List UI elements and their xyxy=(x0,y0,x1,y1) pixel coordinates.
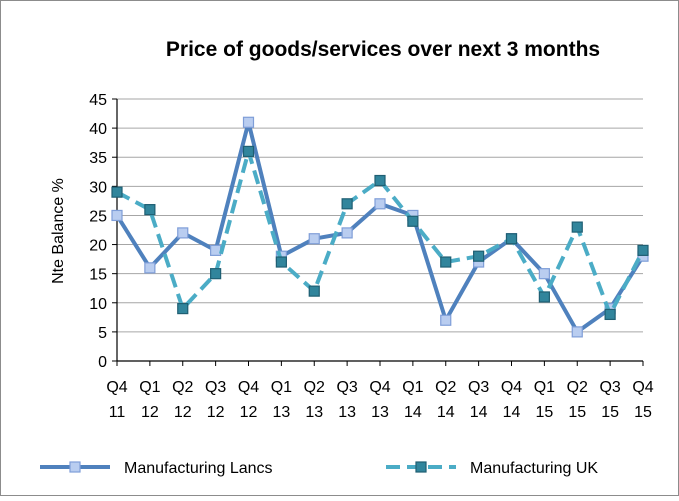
x-tick-label-quarter: Q4 xyxy=(632,379,653,396)
data-point xyxy=(308,285,320,297)
x-tick-label-quarter: Q4 xyxy=(369,379,390,396)
data-point xyxy=(210,268,222,280)
x-tick-label-quarter: Q4 xyxy=(501,379,522,396)
data-point xyxy=(505,233,518,245)
data-point xyxy=(177,303,189,315)
y-axis-label: Nte Balance % xyxy=(50,178,67,284)
x-tick-label-quarter: Q1 xyxy=(534,379,555,396)
legend-marker xyxy=(415,461,427,473)
x-tick-label-year: 15 xyxy=(535,404,553,421)
x-tick-label-year: 12 xyxy=(207,404,225,421)
data-point xyxy=(177,227,189,239)
data-point xyxy=(538,291,550,303)
x-tick-label-quarter: Q4 xyxy=(238,379,259,396)
data-point xyxy=(144,204,156,216)
data-point xyxy=(407,215,419,227)
x-tick-label-quarter: Q1 xyxy=(271,379,292,396)
x-tick-label-year: 13 xyxy=(338,404,356,421)
x-tick-label-year: 13 xyxy=(371,404,389,421)
data-point xyxy=(637,244,649,256)
data-point xyxy=(374,198,386,210)
y-tick-label: 15 xyxy=(89,267,107,284)
y-tick-label: 10 xyxy=(89,296,107,313)
y-tick-label: 0 xyxy=(98,354,107,371)
data-point xyxy=(571,326,583,338)
x-tick-label-year: 11 xyxy=(109,404,126,421)
data-point xyxy=(144,262,156,274)
legend: Manufacturing Lancs Manufacturing UK xyxy=(40,460,598,477)
data-point xyxy=(473,250,485,262)
x-tick-label-year: 12 xyxy=(174,404,192,421)
axes: 0 5 10 15 20 25 30 35 40 45 Q4 11 Q1 12 Q2 12 Q3 12 Q4 12 Q1… xyxy=(89,92,654,421)
chart-title: Price of goods/services over next 3 mont… xyxy=(166,38,600,61)
legend-marker xyxy=(69,461,81,473)
data-point xyxy=(210,244,222,256)
x-tick-label-year: 12 xyxy=(240,404,258,421)
data-point xyxy=(275,256,287,268)
x-tick-label-quarter: Q4 xyxy=(106,379,127,396)
x-tick-label-quarter: Q2 xyxy=(172,379,193,396)
x-tick-label-year: 14 xyxy=(437,404,455,421)
x-tick-label-year: 15 xyxy=(601,404,619,421)
x-tick-label-year: 14 xyxy=(470,404,488,421)
x-tick-label-year: 14 xyxy=(404,404,422,421)
x-tick-label-quarter: Q3 xyxy=(599,379,620,396)
data-point xyxy=(440,256,452,268)
x-tick-label-quarter: Q2 xyxy=(435,379,456,396)
x-tick-label-year: 15 xyxy=(568,404,586,421)
series-lines xyxy=(111,116,649,338)
legend-label: Manufacturing Lancs xyxy=(124,460,273,477)
gridlines xyxy=(117,98,643,333)
data-point xyxy=(341,198,353,210)
y-tick-label: 45 xyxy=(89,92,107,109)
data-point xyxy=(538,268,550,280)
x-tick-label-year: 12 xyxy=(141,404,159,421)
x-tick-label-quarter: Q3 xyxy=(468,379,489,396)
x-tick-label-quarter: Q2 xyxy=(567,379,588,396)
data-point xyxy=(374,174,386,187)
data-point xyxy=(308,233,320,245)
data-point xyxy=(242,145,255,157)
data-point xyxy=(571,221,583,233)
data-point xyxy=(111,186,123,198)
y-tick-label: 5 xyxy=(98,325,107,342)
x-tick-label-quarter: Q3 xyxy=(336,379,357,396)
y-tick-label: 20 xyxy=(89,238,107,255)
x-tick-label-year: 13 xyxy=(305,404,323,421)
y-tick-label: 35 xyxy=(89,150,107,167)
data-point xyxy=(111,209,123,222)
x-tick-label-quarter: Q1 xyxy=(139,379,160,396)
series-manufacturing-lancs xyxy=(111,116,649,338)
x-tick-label-quarter: Q2 xyxy=(304,379,325,396)
y-tick-label: 30 xyxy=(89,179,107,196)
series-line xyxy=(116,149,645,317)
data-point xyxy=(604,308,616,321)
x-tick-label-year: 15 xyxy=(634,404,652,421)
data-point xyxy=(242,116,255,128)
y-tick-label: 25 xyxy=(89,208,107,225)
y-tick-label: 40 xyxy=(89,121,107,138)
data-point xyxy=(341,227,353,239)
x-tick-label-year: 14 xyxy=(503,404,521,421)
legend-label: Manufacturing UK xyxy=(470,460,598,477)
data-point xyxy=(440,314,452,326)
x-tick-label-quarter: Q3 xyxy=(205,379,226,396)
series-manufacturing-uk xyxy=(111,145,649,321)
x-tick-label-quarter: Q1 xyxy=(402,379,423,396)
x-tick-label-year: 13 xyxy=(272,404,290,421)
